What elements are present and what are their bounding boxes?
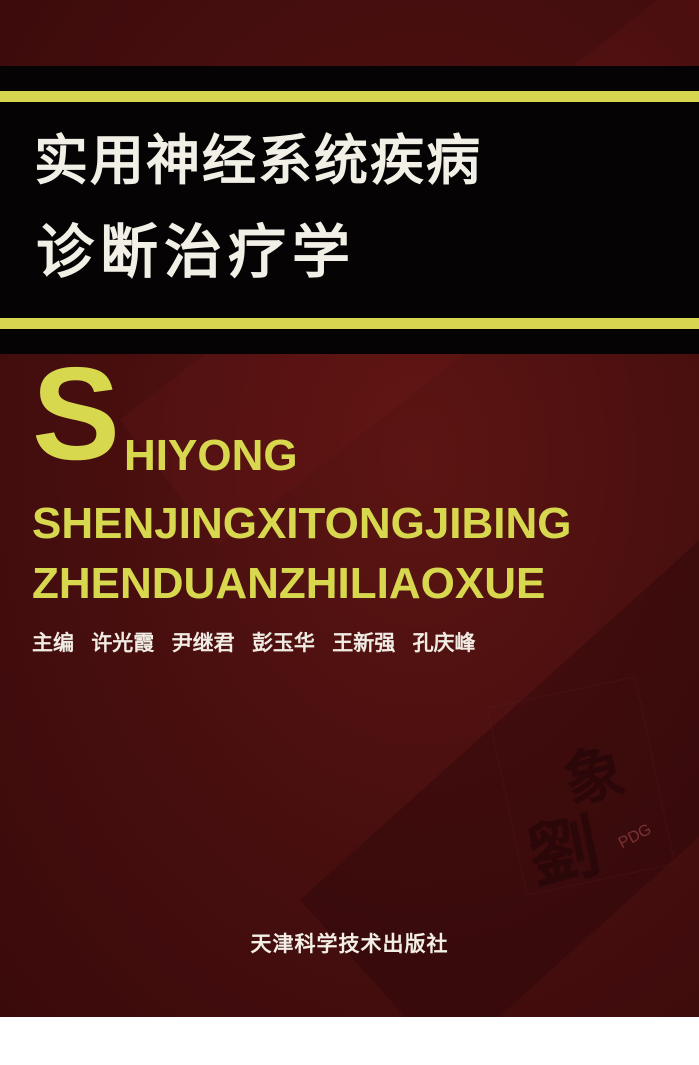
- editor-name: 王新强: [332, 631, 396, 655]
- top-yellow-stripe: [0, 91, 699, 102]
- editors-line: 主编 许光霞 尹继君 彭玉华 王新强 孔庆峰: [32, 627, 486, 657]
- book-cover: 实用神经系统疾病 诊断治疗学 S HIYONG SHENJINGXITONGJI…: [0, 0, 699, 1017]
- book-title-line1: 实用神经系统疾病: [34, 128, 482, 192]
- title-band: [0, 66, 699, 354]
- pinyin-title-line3: ZHENDUANZHILIAOXUE: [32, 559, 546, 608]
- pinyin-title-line2: SHENJINGXITONGJIBING: [32, 499, 572, 548]
- editor-name: 尹继君: [171, 631, 235, 655]
- editor-name: 孔庆峰: [412, 631, 476, 655]
- publisher-name: 天津科学技术出版社: [250, 931, 449, 956]
- editor-name: 许光霞: [91, 631, 155, 655]
- bottom-yellow-stripe: [0, 318, 699, 329]
- editor-name: 彭玉华: [251, 631, 315, 655]
- book-title-line2: 诊断治疗学: [36, 218, 357, 286]
- editor-role: 主编: [32, 631, 74, 655]
- pinyin-line1-rest: HIYONG: [124, 431, 298, 480]
- pinyin-initial-letter: S: [32, 340, 121, 487]
